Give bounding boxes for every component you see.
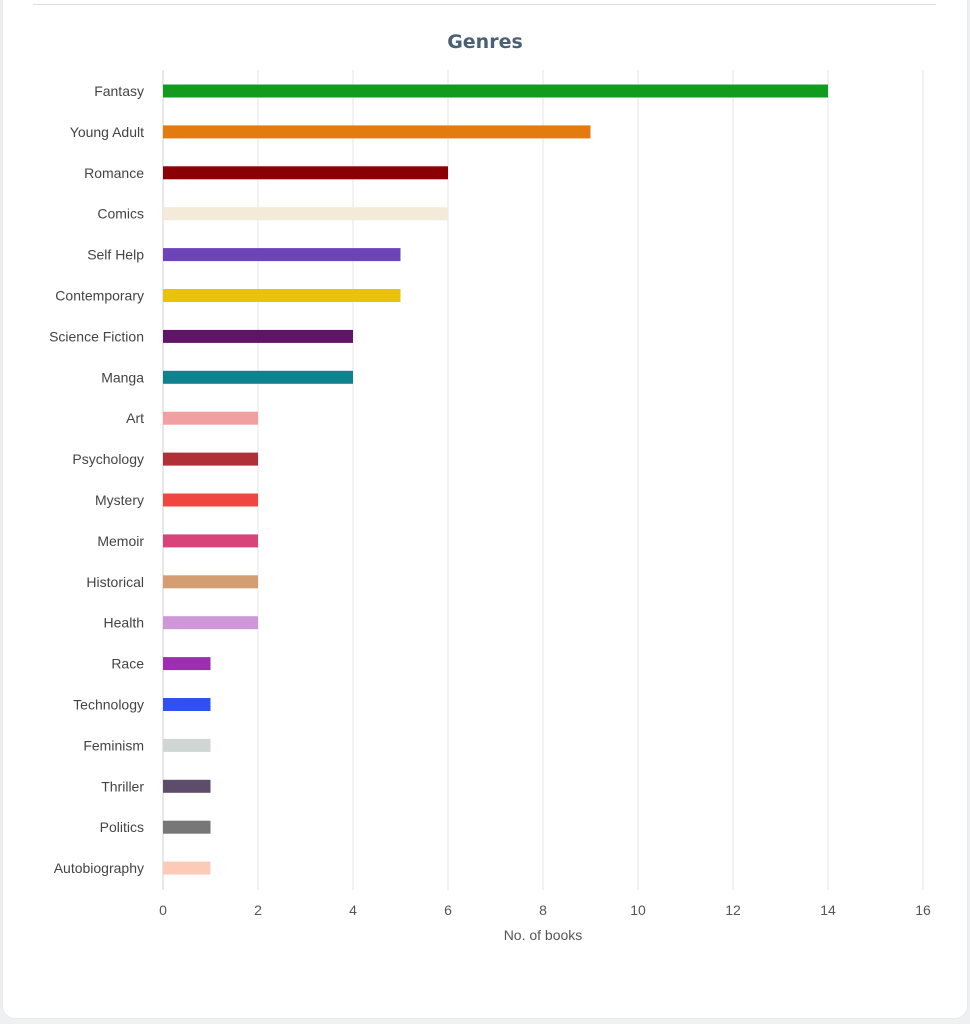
bar[interactable] (163, 329, 353, 343)
category-label: Technology (73, 697, 144, 713)
category-label: Health (104, 615, 144, 631)
category-label: Contemporary (55, 288, 144, 304)
category-label: Comics (97, 206, 144, 222)
x-tick-label: 2 (254, 902, 262, 918)
x-tick-label: 6 (444, 902, 452, 918)
category-label: Autobiography (54, 860, 144, 876)
bar[interactable] (163, 411, 258, 425)
bar[interactable] (163, 861, 211, 875)
x-tick-label: 0 (159, 902, 167, 918)
bar[interactable] (163, 575, 258, 589)
top-divider (33, 4, 936, 5)
category-label: Feminism (83, 737, 144, 753)
x-tick-label: 16 (915, 902, 931, 918)
x-axis-title: No. of books (504, 927, 583, 943)
x-tick-label: 4 (349, 902, 357, 918)
category-label: Manga (101, 369, 144, 385)
bar[interactable] (163, 125, 591, 139)
bar[interactable] (163, 370, 353, 384)
bar[interactable] (163, 248, 401, 262)
category-label: Romance (84, 165, 144, 181)
x-tick-label: 14 (820, 902, 836, 918)
category-label: Race (111, 656, 144, 672)
bar[interactable] (163, 84, 828, 98)
x-tick-label: 12 (725, 902, 741, 918)
bar[interactable] (163, 698, 211, 711)
bar[interactable] (163, 820, 211, 834)
chart-title: Genres (447, 31, 523, 53)
bar[interactable] (163, 452, 258, 466)
category-label: Memoir (97, 533, 144, 549)
category-label: Fantasy (94, 83, 144, 99)
bar[interactable] (163, 207, 448, 221)
bar[interactable] (163, 289, 401, 302)
category-label: Mystery (95, 492, 144, 508)
bar[interactable] (163, 166, 448, 180)
bar[interactable] (163, 779, 211, 793)
x-tick-label: 10 (630, 902, 646, 918)
category-label: Psychology (72, 451, 144, 467)
bar[interactable] (163, 657, 211, 671)
x-tick-label: 8 (539, 902, 547, 918)
bar[interactable] (163, 738, 211, 752)
category-label: Young Adult (70, 124, 144, 140)
category-label: Politics (100, 819, 144, 835)
bars (163, 84, 828, 875)
x-tick-labels: 0 2 4 6 8 10 12 14 16 (159, 902, 931, 918)
category-labels: Fantasy Young Adult Romance Comics Self Help… (49, 83, 144, 876)
category-label: Self Help (87, 247, 144, 263)
category-label: Historical (86, 574, 144, 590)
category-label: Art (126, 410, 144, 426)
bar[interactable] (163, 493, 258, 507)
bar[interactable] (163, 534, 258, 548)
category-label: Science Fiction (49, 328, 144, 344)
category-label: Thriller (101, 778, 144, 794)
bar[interactable] (163, 616, 258, 630)
grid-lines (257, 70, 924, 890)
